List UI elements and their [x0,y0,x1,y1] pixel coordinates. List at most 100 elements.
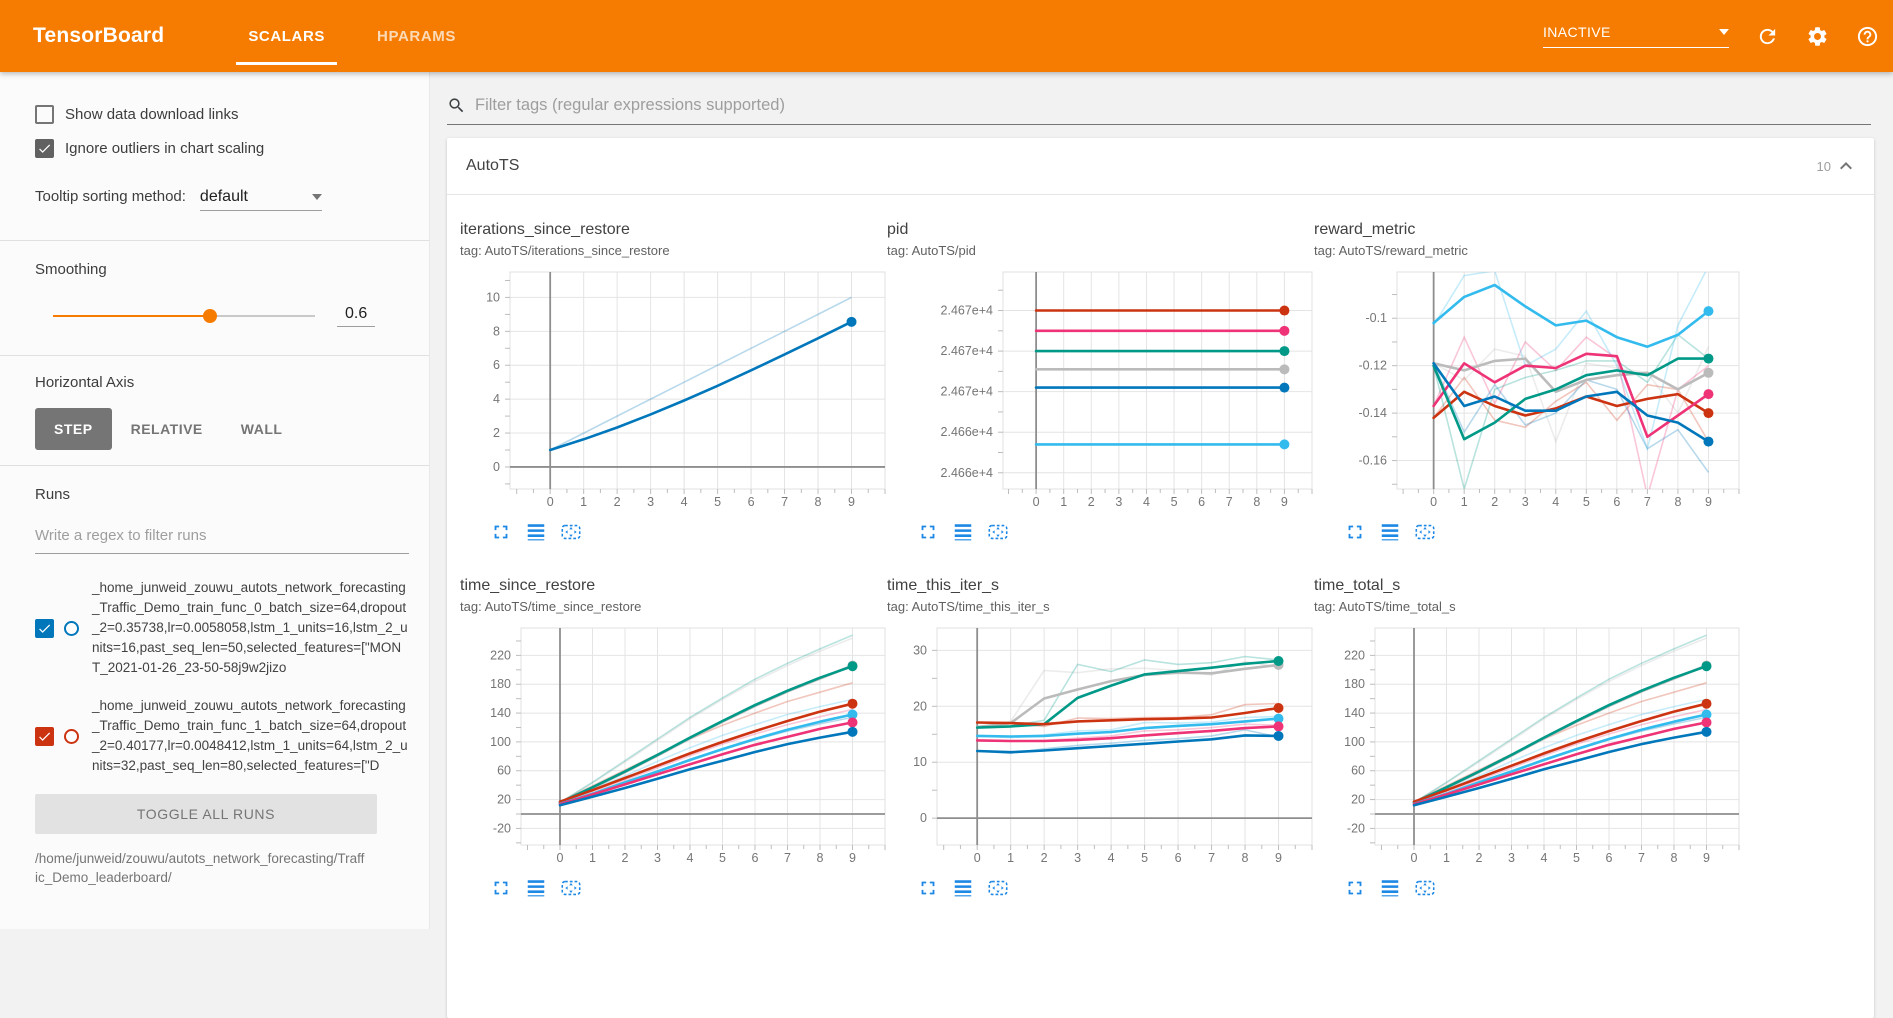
log-scale-icon[interactable] [1379,877,1401,899]
chevron-up-icon[interactable] [1834,154,1858,178]
run-radio[interactable] [64,621,79,636]
log-scale-icon[interactable] [952,521,974,543]
chart-card: reward_metric tag: AutoTS/reward_metric -0… [1314,221,1741,543]
svg-text:180: 180 [490,677,511,691]
svg-text:140: 140 [1344,706,1365,720]
svg-text:8: 8 [1671,851,1678,865]
fit-domain-icon[interactable] [560,877,582,899]
run-checkbox[interactable] [35,619,54,638]
runs-list: _home_junweid_zouwu_autots_network_forec… [35,578,409,776]
chart-toolbar [460,877,887,899]
svg-text:5: 5 [719,851,726,865]
svg-text:8: 8 [1242,851,1249,865]
svg-text:6: 6 [748,495,755,509]
svg-text:5: 5 [1583,495,1590,509]
chart-plot[interactable]: 2.467e+42.467e+42.467e+42.466e+42.466e+4… [887,264,1314,509]
tab-scalars-label: SCALARS [248,28,325,45]
log-scale-icon[interactable] [525,877,547,899]
svg-text:1: 1 [1443,851,1450,865]
run-checkbox[interactable] [35,727,54,746]
log-scale-icon[interactable] [1379,521,1401,543]
svg-text:-20: -20 [493,821,511,835]
chart-title: reward_metric [1314,221,1741,239]
svg-text:220: 220 [1344,648,1365,662]
expand-chart-icon[interactable] [1344,877,1366,899]
svg-text:180: 180 [1344,677,1365,691]
toggle-all-runs-button[interactable]: TOGGLE ALL RUNS [35,794,377,834]
run-item[interactable]: _home_junweid_zouwu_autots_network_forec… [35,696,409,776]
svg-text:2.467e+4: 2.467e+4 [941,304,994,318]
axis-relative-button[interactable]: RELATIVE [112,408,222,450]
fit-domain-icon[interactable] [987,521,1009,543]
help-icon[interactable] [1856,25,1879,48]
dropdown-caret-icon [1719,29,1729,35]
expand-chart-icon[interactable] [490,521,512,543]
tooltip-sort-dropdown[interactable]: default [200,188,322,211]
log-scale-icon[interactable] [525,521,547,543]
tag-filter-input[interactable] [475,96,1871,115]
run-name: _home_junweid_zouwu_autots_network_forec… [92,696,409,776]
svg-text:6: 6 [1175,851,1182,865]
svg-text:20: 20 [913,699,927,713]
tag-filter[interactable] [447,72,1871,125]
run-radio[interactable] [64,729,79,744]
svg-text:20: 20 [1351,793,1365,807]
smoothing-slider-fill [53,315,210,317]
svg-text:100: 100 [490,735,511,749]
settings-gear-icon[interactable] [1806,25,1829,48]
svg-text:3: 3 [1508,851,1515,865]
chart-count-badge: 10 [1817,159,1831,174]
reload-status-dropdown[interactable]: INACTIVE [1543,24,1729,48]
svg-text:2.467e+4: 2.467e+4 [941,385,994,399]
smoothing-slider-thumb[interactable] [203,309,217,323]
fit-domain-icon[interactable] [560,521,582,543]
svg-text:60: 60 [497,764,511,778]
chart-title: time_since_restore [460,577,887,595]
fit-domain-icon[interactable] [987,877,1009,899]
smoothing-slider[interactable] [53,315,315,317]
svg-text:2: 2 [622,851,629,865]
expand-chart-icon[interactable] [490,877,512,899]
chart-tag: tag: AutoTS/reward_metric [1314,243,1741,258]
tab-hparams[interactable]: HPARAMS [351,0,482,72]
svg-text:5: 5 [714,495,721,509]
svg-text:2: 2 [614,495,621,509]
svg-text:4: 4 [1143,495,1150,509]
log-scale-icon[interactable] [952,877,974,899]
svg-text:2: 2 [493,426,500,440]
ignore-outliers-checkbox[interactable]: Ignore outliers in chart scaling [35,139,409,158]
expand-chart-icon[interactable] [917,521,939,543]
fit-domain-icon[interactable] [1414,877,1436,899]
svg-text:8: 8 [493,324,500,338]
runs-filter-input[interactable] [35,521,409,554]
smoothing-value[interactable]: 0.6 [337,305,375,327]
tab-scalars[interactable]: SCALARS [222,0,351,72]
svg-text:2.467e+4: 2.467e+4 [941,344,994,358]
search-icon [447,96,466,115]
category-header[interactable]: AutoTS 10 [447,138,1874,195]
horizontal-axis-label: Horizontal Axis [35,374,409,391]
svg-text:10: 10 [913,755,927,769]
run-item[interactable]: _home_junweid_zouwu_autots_network_forec… [35,578,409,678]
chart-toolbar [1314,877,1741,899]
refresh-icon[interactable] [1756,25,1779,48]
show-download-links-checkbox[interactable]: Show data download links [35,105,409,124]
axis-wall-button[interactable]: WALL [222,408,302,450]
svg-text:7: 7 [1644,495,1651,509]
axis-step-button[interactable]: STEP [35,408,112,450]
svg-text:7: 7 [1208,851,1215,865]
fit-domain-icon[interactable] [1414,521,1436,543]
expand-chart-icon[interactable] [1344,521,1366,543]
svg-text:3: 3 [1522,495,1529,509]
expand-chart-icon[interactable] [917,877,939,899]
